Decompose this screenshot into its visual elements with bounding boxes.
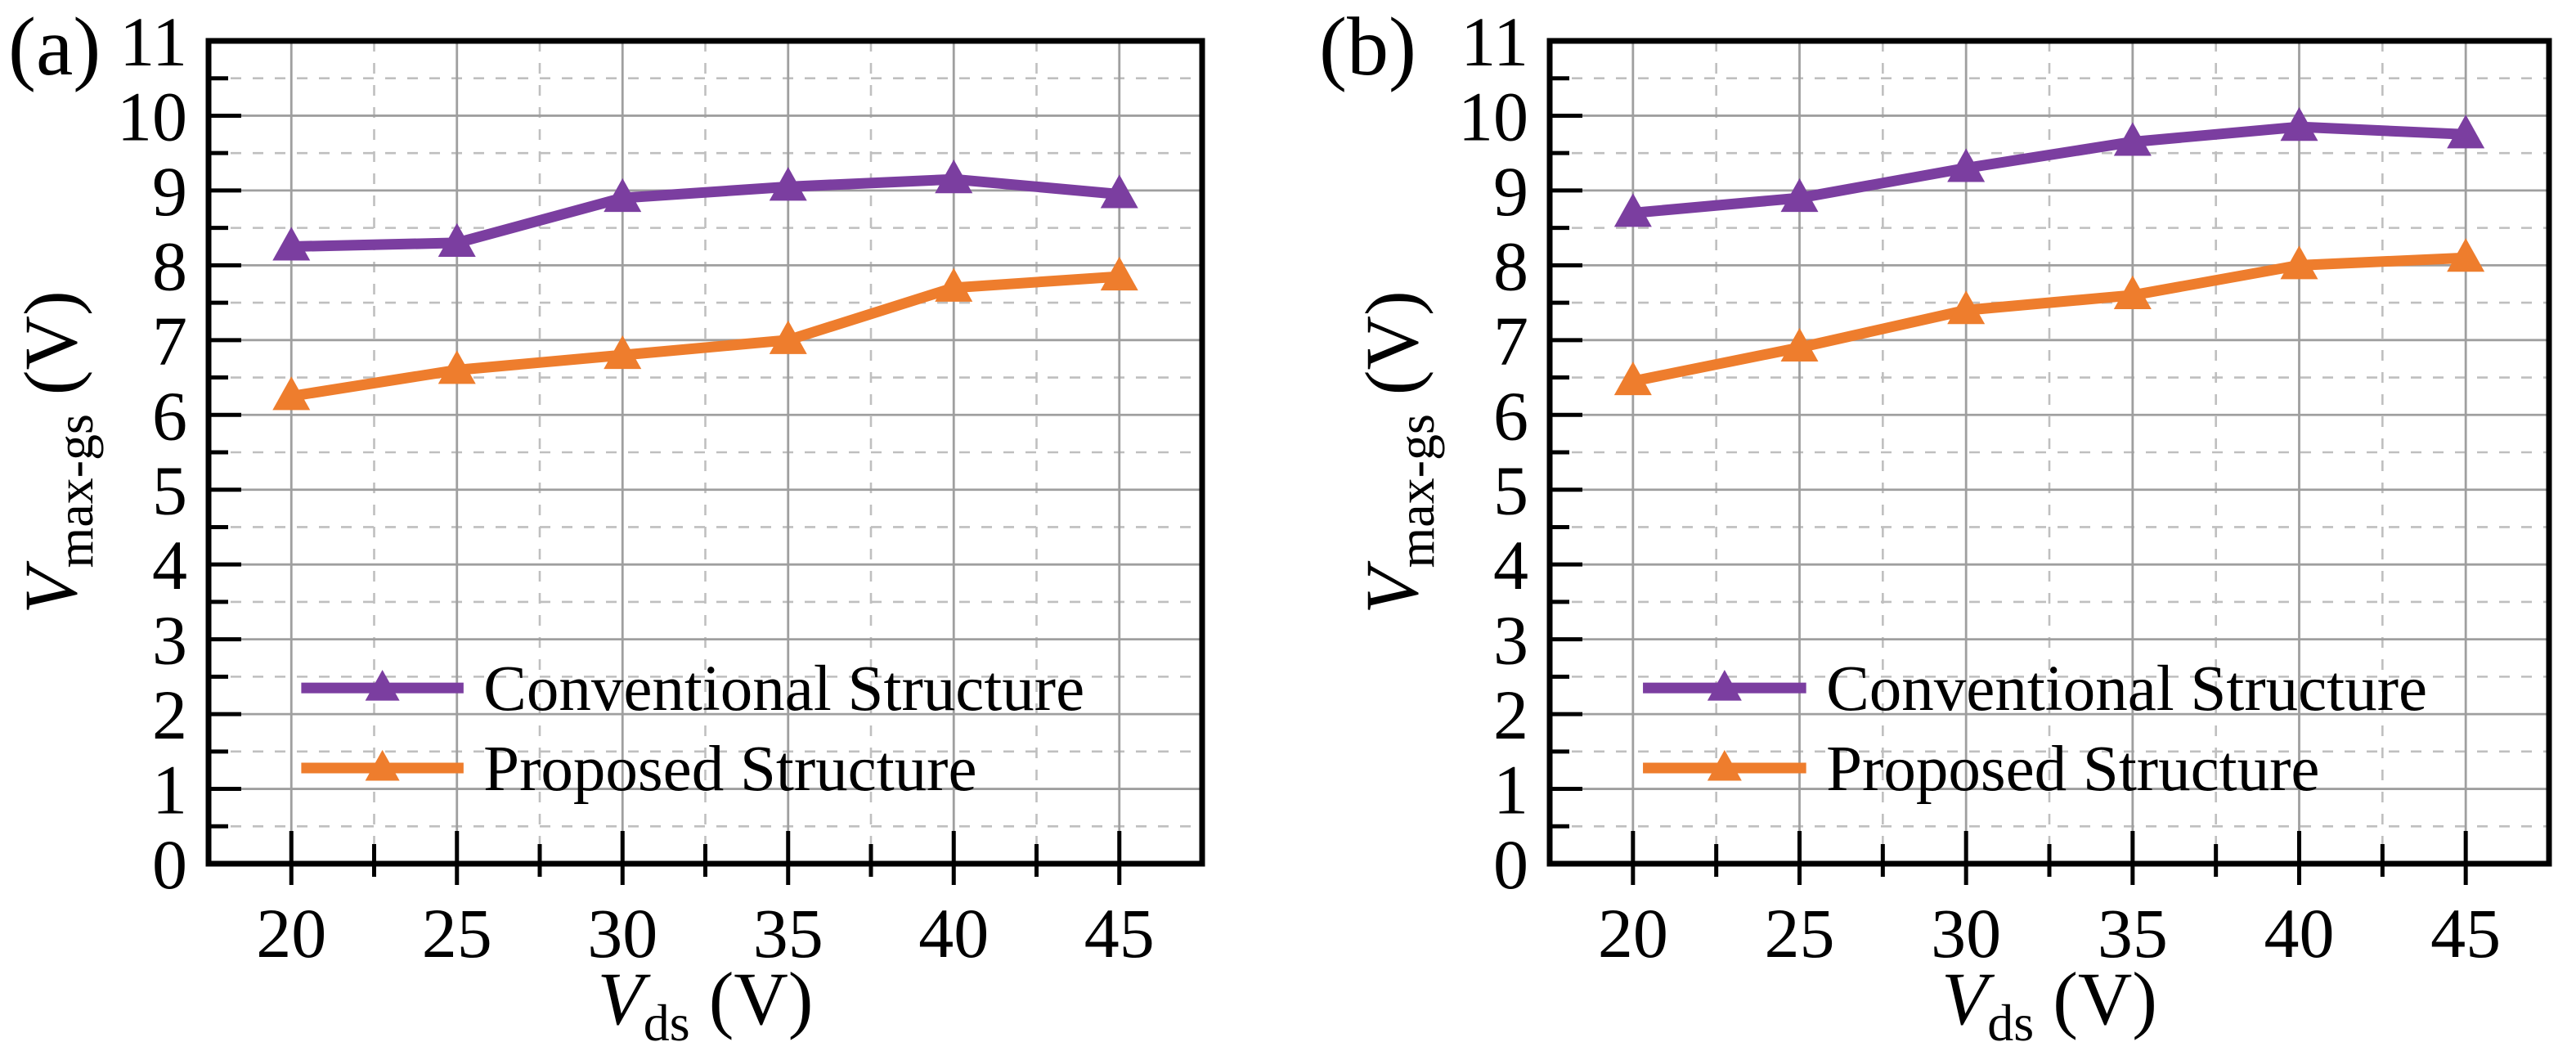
- y-tick-label: 0: [152, 825, 187, 904]
- y-tick-label: 1: [152, 751, 187, 829]
- triangle-marker: [438, 350, 476, 384]
- triangle-marker: [769, 320, 807, 354]
- y-tick-label: 7: [1493, 302, 1528, 380]
- series-proposed-structure: [272, 256, 1138, 411]
- triangle-marker: [604, 177, 642, 213]
- triangle-marker: [272, 376, 311, 411]
- x-tick-label: 35: [753, 894, 824, 972]
- x-tick-label: 20: [256, 894, 326, 972]
- panel-a: (a) 0 1 2 3 4 5 6 7 8 9 10 11 20 25 30 35 40 45 Convention…: [8, 1, 1205, 1042]
- y-tick-label: 4: [152, 526, 187, 604]
- y-tick-label: 3: [1493, 601, 1528, 680]
- triangle-marker: [2280, 107, 2318, 141]
- triangle-marker: [1780, 327, 1819, 362]
- triangle-marker: [438, 222, 476, 257]
- x-tick-label: 40: [918, 894, 989, 972]
- y-tick-label: 11: [119, 2, 187, 81]
- triangle-marker: [1100, 256, 1138, 291]
- series-line: [1632, 121, 2466, 218]
- x-axis-label: Vds (V): [1941, 957, 2157, 1042]
- triangle-marker: [935, 267, 973, 302]
- triangle-marker: [604, 335, 642, 370]
- triangle-marker: [365, 749, 400, 781]
- x-tick-label: 45: [1084, 894, 1155, 972]
- series-line: [291, 173, 1120, 252]
- legend-label: Proposed Structure: [483, 734, 976, 805]
- x-tick-label: 30: [1931, 894, 2001, 972]
- y-tick-label: 9: [1493, 152, 1528, 231]
- legend: Conventional Structure Proposed Structure: [1643, 653, 2427, 805]
- triangle-marker: [769, 167, 807, 201]
- y-tick-label: 8: [152, 227, 187, 305]
- y-tick-label: 11: [1461, 2, 1528, 81]
- legend: Conventional Structure Proposed Structure: [301, 653, 1084, 805]
- y-tick-label: 9: [152, 152, 187, 231]
- legend-label: Proposed Structure: [1826, 734, 2319, 805]
- y-tick-label: 6: [152, 376, 187, 455]
- x-tick-label: 35: [2098, 894, 2168, 972]
- x-axis-label: Vds (V): [598, 957, 814, 1042]
- y-tick-label: 6: [1493, 376, 1528, 455]
- triangle-marker: [1947, 148, 1986, 182]
- triangle-marker: [2113, 122, 2152, 156]
- axis-ticks: [1552, 76, 2468, 885]
- y-tick-label: 7: [152, 302, 187, 380]
- triangle-marker: [935, 159, 973, 194]
- panel-label-a: (a): [8, 1, 101, 93]
- x-tick-label: 25: [1765, 894, 1835, 972]
- panel-label-b: (b): [1319, 1, 1416, 93]
- y-tick-label: 5: [152, 451, 187, 530]
- triangle-marker: [1947, 290, 1986, 325]
- triangle-marker: [365, 670, 400, 701]
- series-line: [1631, 252, 2466, 387]
- x-tick-label: 30: [587, 894, 657, 972]
- triangle-marker: [1100, 174, 1138, 209]
- legend-label: Conventional Structure: [483, 653, 1084, 725]
- triangle-marker: [1707, 749, 1742, 781]
- x-tick-label: 40: [2264, 894, 2335, 972]
- triangle-marker: [2280, 245, 2318, 280]
- series-proposed-structure: [1613, 238, 2485, 396]
- y-axis-label: Vmax-gs (V): [1350, 290, 1445, 613]
- triangle-marker: [2447, 238, 2485, 272]
- triangle-marker: [1613, 361, 1652, 396]
- series-line: [290, 271, 1120, 402]
- triangle-marker: [1613, 193, 1652, 227]
- y-tick-label: 0: [1493, 825, 1528, 904]
- y-axis-label: Vmax-gs (V): [9, 290, 104, 613]
- x-tick-label: 25: [422, 894, 492, 972]
- y-tick-label: 8: [1493, 227, 1528, 305]
- y-tick-label: 10: [117, 77, 187, 155]
- series-conventional-structure: [272, 159, 1138, 261]
- triangle-marker: [2447, 115, 2485, 149]
- y-tick-label: 10: [1458, 77, 1528, 155]
- panel-b: (b) 0 1 2 3 4 5 6 7 8 9 10 11 20 25 30 35 40 45 Convention…: [1288, 0, 2576, 1042]
- y-tick-label: 1: [1493, 751, 1528, 829]
- y-tick-label: 2: [1493, 676, 1528, 754]
- y-tick-label: 4: [1493, 526, 1528, 604]
- legend-label: Conventional Structure: [1826, 653, 2427, 725]
- triangle-marker: [1707, 670, 1742, 701]
- triangle-marker: [2113, 275, 2152, 309]
- series-conventional-structure: [1613, 107, 2485, 227]
- y-tick-label: 3: [152, 601, 187, 680]
- x-tick-label: 45: [2430, 894, 2501, 972]
- triangle-marker: [272, 227, 311, 261]
- y-tick-label: 2: [152, 676, 187, 754]
- axis-ticks: [211, 76, 1122, 885]
- y-tick-label: 5: [1493, 451, 1528, 530]
- triangle-marker: [1780, 177, 1819, 213]
- x-tick-label: 20: [1598, 894, 1668, 972]
